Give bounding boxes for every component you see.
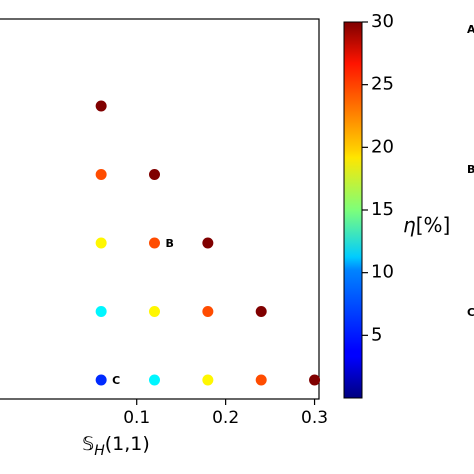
colorbar-tick-label: 5 (371, 324, 382, 345)
data-point (95, 100, 107, 112)
x-axis-label: 𝕊H(1,1) (82, 433, 150, 459)
x-tick-label: 0.2 (212, 408, 239, 428)
data-point (148, 374, 160, 386)
data-point (255, 374, 267, 386)
plot-area: 0.1 0.2 0.3 BC 𝕊H(1,1) (0, 18, 328, 459)
data-point (202, 237, 214, 249)
data-point (309, 374, 321, 386)
data-points (95, 100, 321, 386)
data-point (148, 237, 160, 249)
x-axis: 0.1 0.2 0.3 (123, 399, 328, 428)
colorbar-gradient (343, 21, 363, 399)
x-tick-label: 0.1 (123, 408, 150, 428)
colorbar-tick-label: 10 (371, 262, 394, 283)
colorbar-tick-label: 30 (371, 11, 394, 32)
point-label: B (165, 237, 173, 250)
data-point (148, 169, 160, 180)
side-panel-label: A (467, 23, 474, 36)
data-point (95, 374, 107, 386)
side-panel-labels: A B C (467, 23, 474, 319)
colorbar-label: η[%] (403, 213, 450, 237)
colorbar-tick-label: 25 (371, 74, 394, 95)
data-point (95, 169, 107, 180)
data-point (255, 306, 267, 317)
point-annotations: BC (112, 237, 174, 387)
colorbar-tick-label: 20 (371, 136, 394, 157)
colorbar-ticks: 5 10 15 20 25 30 (362, 11, 394, 345)
colorbar: 5 10 15 20 25 30 η[%] (343, 11, 450, 399)
data-point (95, 306, 107, 317)
data-point (148, 306, 160, 317)
data-point (95, 237, 107, 249)
side-panel-label: C (467, 306, 474, 319)
axes-frame (0, 18, 320, 400)
side-panel-label: B (467, 163, 474, 176)
data-point (202, 374, 214, 386)
data-point (202, 306, 214, 317)
colorbar-tick-label: 15 (371, 199, 394, 220)
x-tick-label: 0.3 (301, 408, 328, 428)
point-label: C (112, 374, 120, 387)
